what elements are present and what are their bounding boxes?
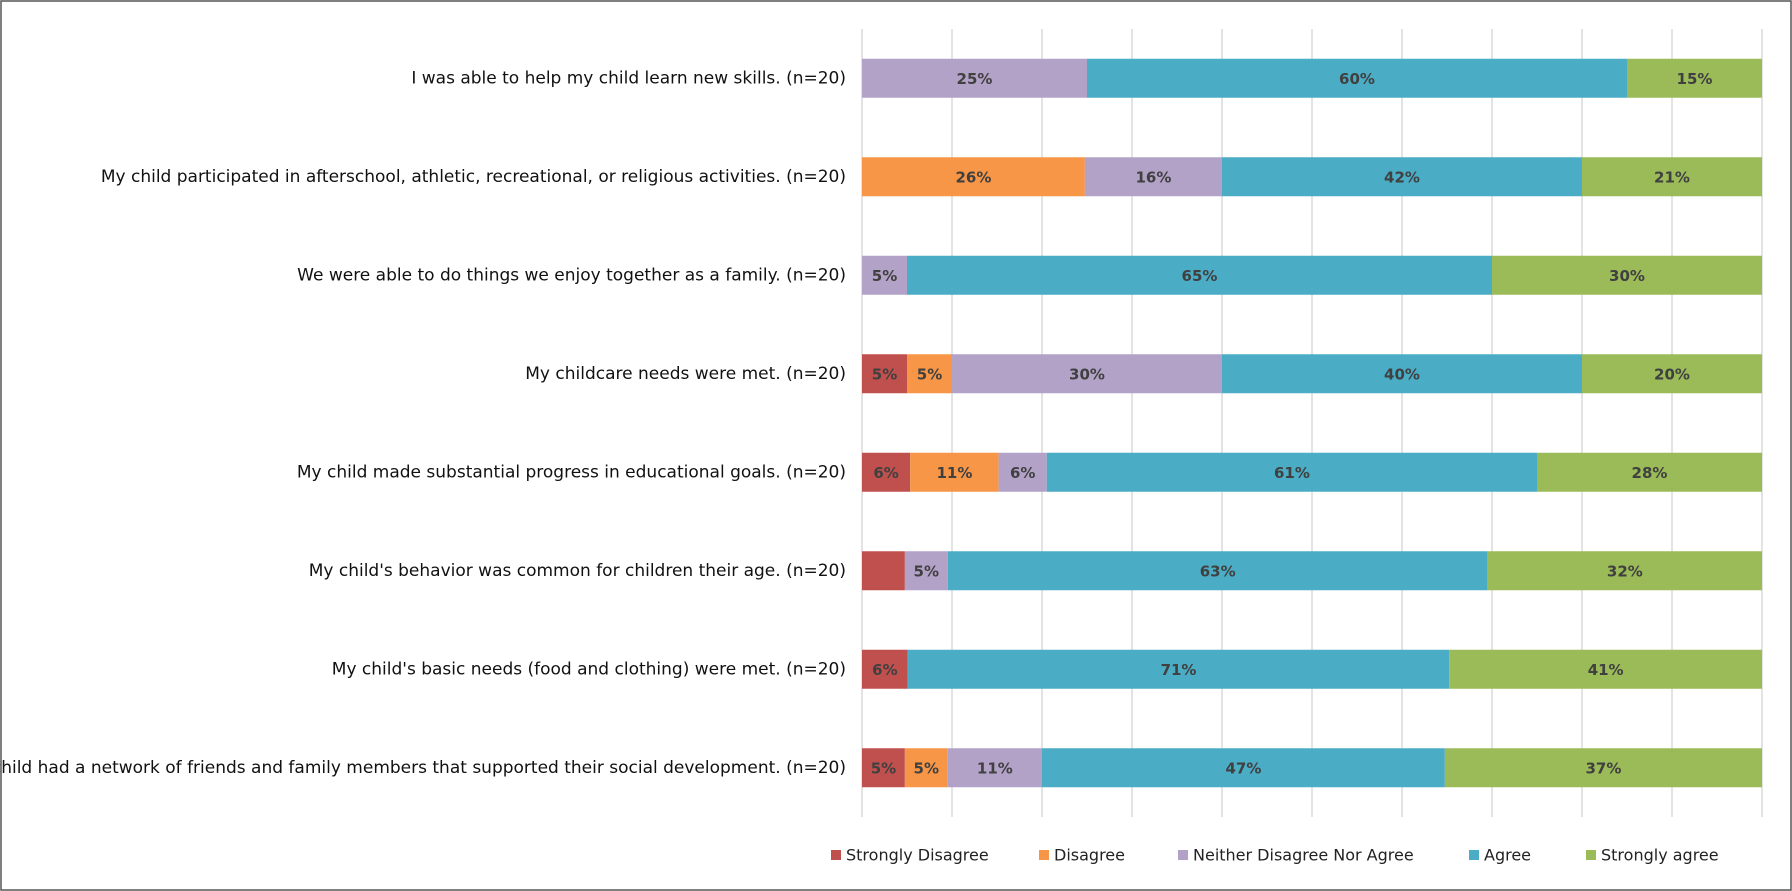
data-label: 5%	[872, 365, 897, 383]
category-label: My child's behavior was common for child…	[309, 561, 846, 581]
bar-segment	[947, 748, 1042, 788]
data-label: 16%	[1135, 168, 1171, 186]
data-label: 71%	[1161, 661, 1197, 679]
legend-label: Disagree	[1054, 846, 1125, 865]
bar-segment	[862, 255, 907, 295]
bar-segment	[1582, 354, 1762, 394]
bar-segment	[862, 452, 911, 492]
data-label: 60%	[1339, 70, 1375, 88]
bar-segment	[862, 354, 907, 394]
category-label: We were able to do things we enjoy toget…	[297, 265, 846, 285]
bar-segment	[862, 748, 905, 788]
data-label: 5%	[872, 267, 897, 285]
legend-label: Agree	[1484, 846, 1531, 865]
bar-segment	[910, 452, 999, 492]
data-label: 61%	[1274, 464, 1310, 482]
legend-swatch	[1586, 850, 1596, 860]
bar-segment	[862, 649, 908, 689]
data-label: 11%	[936, 464, 972, 482]
legend-swatch	[1469, 850, 1479, 860]
data-label: 5%	[914, 759, 939, 777]
legend-label: Strongly Disagree	[846, 846, 989, 865]
bar-segment	[1487, 551, 1762, 591]
data-label: 63%	[1200, 562, 1236, 580]
bar-segment	[1222, 354, 1582, 394]
bar-segment	[998, 452, 1047, 492]
data-label: 47%	[1225, 759, 1261, 777]
bar-segment	[1537, 452, 1762, 492]
legend-swatch	[1039, 850, 1049, 860]
bar-segment	[907, 354, 952, 394]
bar-segment	[952, 354, 1222, 394]
data-label: 6%	[872, 661, 897, 679]
bar-segment	[1084, 157, 1222, 197]
data-label: 11%	[977, 759, 1013, 777]
data-label: 15%	[1677, 70, 1713, 88]
bar-segment	[862, 58, 1087, 98]
data-label: 21%	[1654, 168, 1690, 186]
bar-segment	[907, 255, 1492, 295]
data-label: 26%	[955, 168, 991, 186]
bar-segment	[862, 157, 1085, 197]
bar-segment	[947, 551, 1488, 591]
data-label: 42%	[1384, 168, 1420, 186]
category-label: My child made substantial progress in ed…	[297, 462, 846, 482]
category-label: My child participated in afterschool, at…	[101, 167, 846, 187]
data-label: 30%	[1609, 267, 1645, 285]
data-label: 65%	[1182, 267, 1218, 285]
legend-label: Neither Disagree Nor Agree	[1193, 846, 1414, 865]
bar-segment	[1582, 157, 1762, 197]
legend-swatch	[1178, 850, 1188, 860]
legend-label: Strongly agree	[1601, 846, 1719, 865]
bar-segment	[1449, 649, 1762, 689]
bar-segment	[907, 649, 1450, 689]
data-label: 28%	[1632, 464, 1668, 482]
bar-segment	[1627, 58, 1762, 98]
data-label: 32%	[1607, 562, 1643, 580]
data-label: 41%	[1588, 661, 1624, 679]
bar-segment	[904, 551, 948, 591]
category-label: My child's basic needs (food and clothin…	[332, 659, 846, 679]
bar-segment	[904, 748, 948, 788]
bar-segment	[1046, 452, 1537, 492]
data-label: 6%	[1010, 464, 1035, 482]
legend-swatch	[831, 850, 841, 860]
bar-segment	[1492, 255, 1762, 295]
data-label: 25%	[957, 70, 993, 88]
bar-segment	[862, 551, 905, 591]
data-label: 20%	[1654, 365, 1690, 383]
bar-segment	[1222, 157, 1582, 197]
data-label: 6%	[873, 464, 898, 482]
data-label: 30%	[1069, 365, 1105, 383]
data-label: 37%	[1585, 759, 1621, 777]
category-label: My childcare needs were met. (n=20)	[525, 364, 846, 384]
data-label: 5%	[914, 562, 939, 580]
data-label: 40%	[1384, 365, 1420, 383]
bar-segment	[1042, 748, 1445, 788]
data-label: 5%	[871, 759, 896, 777]
bar-segment	[1444, 748, 1762, 788]
bar-segment	[1087, 58, 1627, 98]
category-label: My child had a network of friends and fa…	[0, 758, 846, 778]
category-label: I was able to help my child learn new sk…	[411, 68, 846, 88]
data-label: 5%	[917, 365, 942, 383]
